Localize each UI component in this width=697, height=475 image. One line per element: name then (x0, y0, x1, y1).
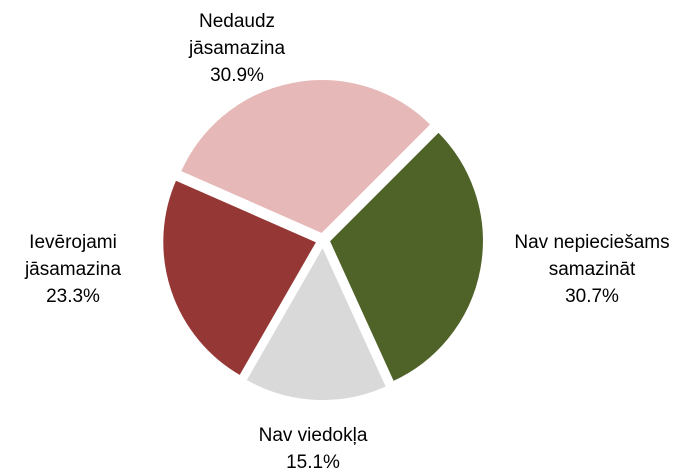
slice-label: Ievērojami jāsamazina 23.3% (3, 229, 143, 310)
category-label: Nedaudz jāsamazina (188, 11, 286, 59)
slice-label: Nedaudz jāsamazina 30.9% (172, 8, 302, 89)
value-label: 30.7% (565, 286, 619, 307)
category-label: Nav viedokļa (258, 425, 368, 446)
category-label: Nav nepieciešams samazināt (514, 232, 670, 280)
pie-slice (327, 130, 485, 384)
pie-slice (161, 178, 319, 378)
pie-slice (244, 243, 389, 402)
value-label: 15.1% (286, 452, 340, 473)
value-label: 30.9% (210, 65, 264, 86)
pie-slice (178, 78, 433, 236)
slice-label: Nav viedokļa 15.1% (213, 422, 413, 475)
value-label: 23.3% (46, 286, 100, 307)
slice-label: Nav nepieciešams samazināt 30.7% (492, 229, 692, 310)
category-label: Ievērojami jāsamazina (24, 232, 122, 280)
